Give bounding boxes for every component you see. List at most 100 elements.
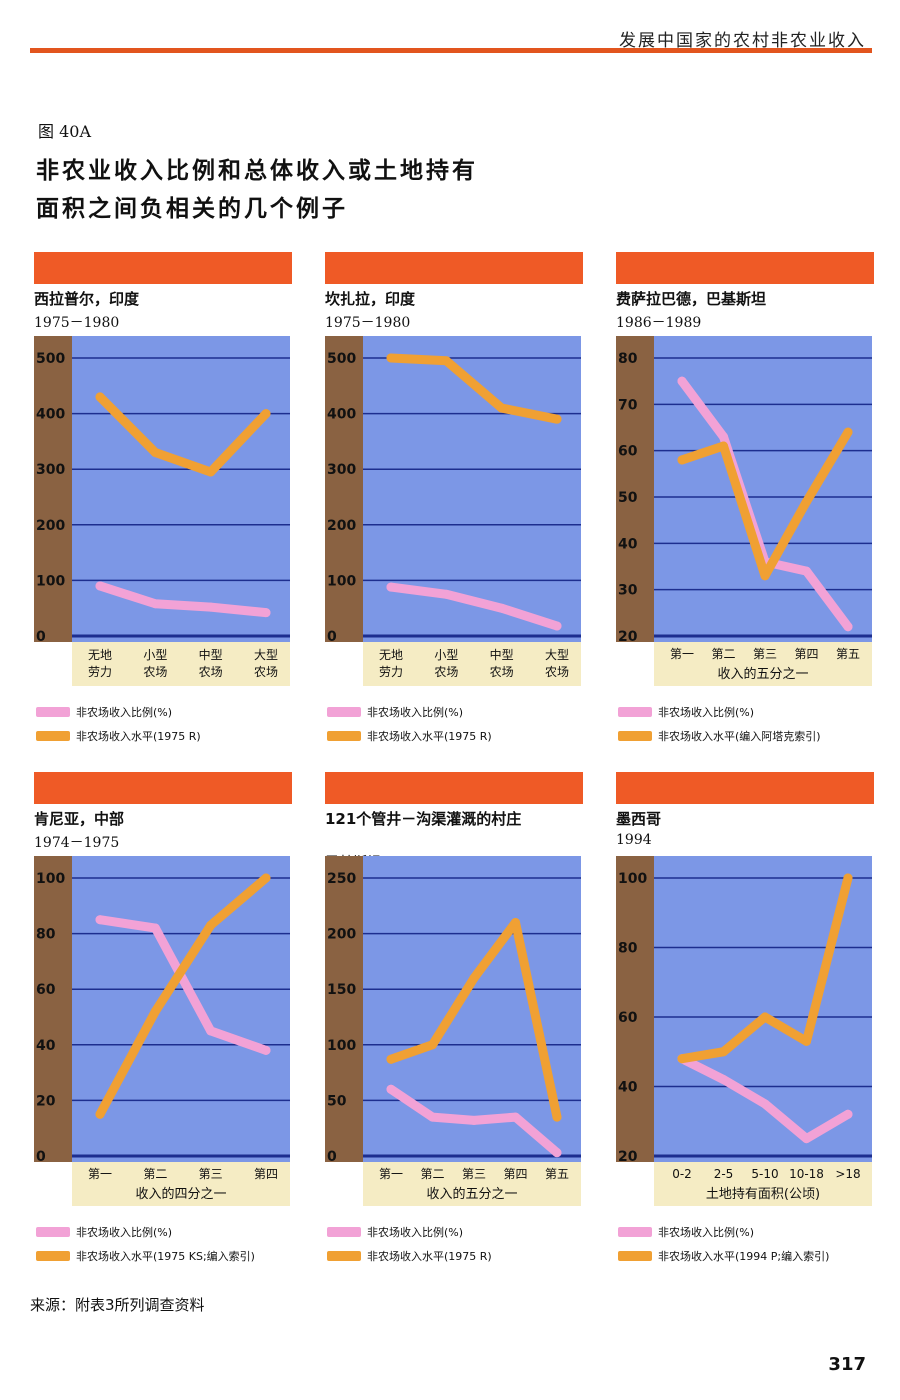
legend-label: 非农场收入比例(%) xyxy=(658,706,755,719)
panel-top-bar xyxy=(325,772,583,804)
x-tick-label: >18 xyxy=(835,1167,860,1181)
y-tick-label: 50 xyxy=(327,1093,347,1109)
y-tick-label: 300 xyxy=(327,462,356,478)
panel-top-bar xyxy=(34,252,292,284)
data-point xyxy=(719,432,728,442)
data-point xyxy=(552,1148,562,1158)
y-tick-label: 20 xyxy=(618,629,638,645)
data-point xyxy=(677,455,687,465)
data-point xyxy=(552,621,562,631)
data-point xyxy=(261,1045,271,1055)
y-tick-label: 400 xyxy=(327,407,356,423)
x-tick-label: 第一 xyxy=(88,1167,112,1181)
y-tick-label: 70 xyxy=(618,397,638,413)
x-axis-title: 土地持有面积(公顷) xyxy=(706,1187,820,1202)
data-point xyxy=(802,1134,811,1144)
panel-top-bar xyxy=(325,252,583,284)
y-tick-label: 50 xyxy=(618,490,638,506)
data-point xyxy=(150,448,160,458)
data-point xyxy=(261,409,271,419)
chart-panel: 费萨拉巴德，巴基斯坦 1986－1989 80 70 60 50 40 30 20 第一 第二 第三 第… xyxy=(616,252,876,752)
data-point xyxy=(206,602,216,612)
plot-area xyxy=(654,856,872,1162)
y-tick-label: 100 xyxy=(327,1038,356,1054)
x-axis-title: 收入的五分之一 xyxy=(717,666,808,682)
legend-swatch xyxy=(327,1251,361,1261)
data-point xyxy=(677,1054,687,1064)
data-point xyxy=(261,873,271,883)
x-label-band xyxy=(363,1162,581,1206)
x-tick-label: 第三 xyxy=(753,647,777,661)
x-tick-label: 第五 xyxy=(545,1167,569,1181)
legend-label: 非农场收入水平(1975 KS;编入索引) xyxy=(76,1250,255,1263)
legend-swatch xyxy=(327,731,361,741)
chart-panel: 西拉普尔，印度 1975－1980 500 400 300 200 100 0 无地 劳力 小型 农场… xyxy=(34,252,294,752)
figure-label: 图 40A xyxy=(38,122,92,141)
data-point xyxy=(428,1112,437,1122)
level-series-line xyxy=(95,392,271,477)
data-point xyxy=(760,571,770,581)
chart-subtitle: 1994 xyxy=(616,832,652,848)
data-point xyxy=(719,441,728,451)
x-tick-label: 第二 xyxy=(143,1167,167,1181)
level-series-line xyxy=(386,353,562,424)
x-tick-label: 农场 xyxy=(434,665,458,679)
y-tick-label: 500 xyxy=(327,351,356,367)
y-tick-label: 20 xyxy=(618,1149,638,1165)
data-point xyxy=(386,1054,396,1064)
y-tick-label: 200 xyxy=(327,518,356,534)
legend-label: 非农场收入比例(%) xyxy=(76,706,173,719)
data-point xyxy=(386,353,396,363)
page-number: 317 xyxy=(828,1354,866,1375)
chart-title: 肯尼亚，中部 xyxy=(34,810,125,828)
x-tick-label: 第四 xyxy=(254,1167,278,1181)
legend-label: 非农场收入水平(1975 R) xyxy=(367,730,492,743)
panel-top-bar xyxy=(616,252,874,284)
chart-subtitle: 1974－1975 xyxy=(34,835,120,851)
chart-subtitle: 1975－1980 xyxy=(34,315,120,331)
y-axis-band xyxy=(34,856,72,1162)
y-tick-label: 80 xyxy=(36,927,56,943)
legend-swatch xyxy=(618,1251,652,1261)
x-tick-label: 劳力 xyxy=(379,665,403,679)
data-point xyxy=(206,1026,216,1036)
x-tick-label: 第四 xyxy=(794,647,818,661)
y-axis-band xyxy=(325,856,363,1162)
x-tick-label: 大型 xyxy=(254,648,278,662)
x-tick-label: 农场 xyxy=(490,665,514,679)
data-point xyxy=(843,1109,853,1119)
data-point xyxy=(552,414,562,424)
y-tick-label: 400 xyxy=(36,407,65,423)
header-rule xyxy=(30,48,872,53)
chart-panel: 墨西哥 1994 100 80 60 40 20 0-2 2-5 5-10 10-18 >18 土地持有… xyxy=(616,772,876,1272)
x-tick-label: 小型 xyxy=(434,648,458,662)
data-point xyxy=(386,582,396,592)
data-point xyxy=(441,589,451,599)
data-point xyxy=(95,1109,105,1119)
chart-title: 121个管井－沟渠灌溉的村庄 xyxy=(325,810,522,828)
y-axis-band xyxy=(616,336,654,642)
y-tick-label: 100 xyxy=(618,871,647,887)
x-label-band xyxy=(72,642,290,686)
y-tick-label: 500 xyxy=(36,351,65,367)
share-series-line xyxy=(386,582,562,631)
data-point xyxy=(206,467,216,477)
legend-swatch xyxy=(36,731,70,741)
data-point xyxy=(719,1075,728,1085)
level-series-line xyxy=(95,873,271,1119)
data-point xyxy=(150,599,160,609)
y-tick-label: 40 xyxy=(618,536,638,552)
x-tick-label: 10-18 xyxy=(789,1167,824,1181)
y-tick-label: 250 xyxy=(327,871,356,887)
x-axis-title: 收入的五分之一 xyxy=(426,1186,517,1202)
x-tick-label: 劳力 xyxy=(88,665,112,679)
data-point xyxy=(843,427,853,437)
legend-label: 非农场收入比例(%) xyxy=(367,706,464,719)
chart-panel: 坎扎拉，印度 1975－1980 500 400 300 200 100 0 无地 劳力 小型 农场 中… xyxy=(325,252,585,752)
panel-top-bar xyxy=(34,772,292,804)
legend-swatch xyxy=(618,707,652,717)
x-tick-label: 5-10 xyxy=(751,1167,778,1181)
